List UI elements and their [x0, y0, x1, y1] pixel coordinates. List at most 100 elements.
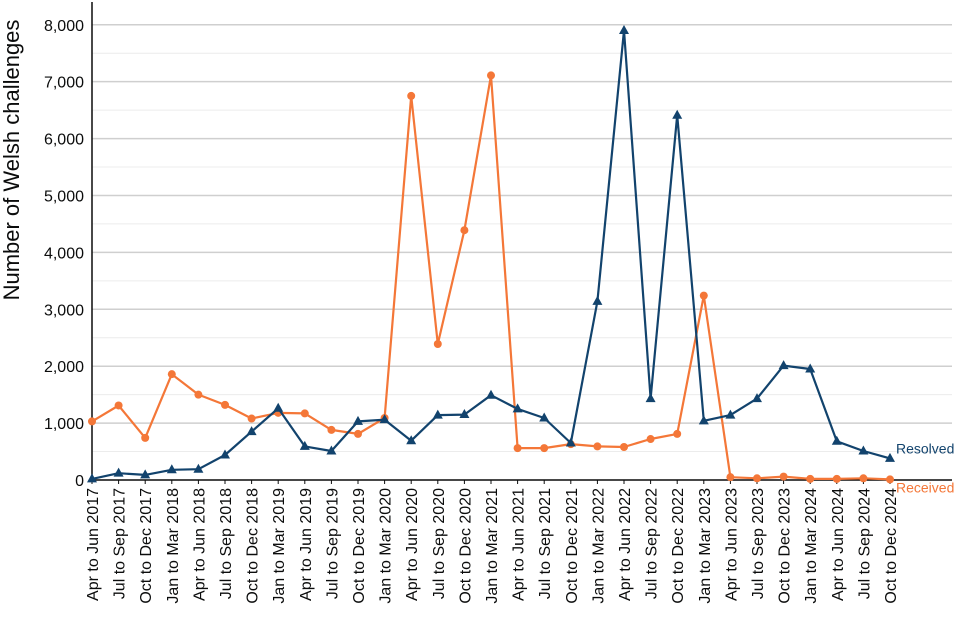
data-point-resolved — [512, 403, 523, 413]
gridlines — [92, 24, 952, 453]
data-point-resolved — [805, 363, 816, 373]
x-tick-label: Jul to Sep 2024 — [856, 488, 873, 599]
x-tick-label: Jul to Sep 2023 — [750, 488, 767, 599]
data-point-resolved — [113, 467, 124, 477]
x-tick-label: Jan to Mar 2024 — [803, 488, 820, 604]
data-point-received — [806, 474, 815, 483]
y-tick-label: 8,000 — [44, 18, 84, 35]
series-received — [88, 71, 894, 484]
data-point-received — [407, 91, 416, 100]
data-point-resolved — [539, 412, 550, 422]
data-point-received — [779, 472, 788, 481]
data-point-resolved — [565, 437, 576, 447]
data-point-resolved — [379, 414, 390, 424]
x-tick-label: Jan to Mar 2020 — [378, 488, 395, 604]
series-line-resolved — [91, 29, 891, 480]
data-point-received — [832, 474, 841, 483]
y-tick-label: 2,000 — [44, 359, 84, 376]
data-point-received — [114, 401, 123, 410]
data-point-resolved — [486, 389, 496, 399]
series-resolved — [87, 24, 895, 483]
x-tick-label: Apr to Jun 2019 — [298, 488, 315, 601]
x-tick-label: Oct to Dec 2018 — [245, 488, 262, 604]
x-tick-label: Apr to Jun 2024 — [830, 488, 847, 601]
data-point-received — [593, 442, 602, 451]
series-labels: Received Resolved — [896, 440, 954, 495]
x-tick-label: Jan to Mar 2021 — [484, 488, 501, 604]
series-label-resolved: Resolved — [896, 440, 954, 456]
data-point-resolved — [885, 452, 895, 462]
data-point-resolved — [299, 440, 310, 450]
x-tick-label: Oct to Dec 2022 — [670, 488, 687, 604]
x-tick-label: Apr to Jun 2017 — [85, 488, 102, 601]
x-tick-label: Oct to Dec 2023 — [777, 488, 794, 604]
y-tick-label: 0 — [75, 473, 84, 490]
x-tick-label: Apr to Jun 2018 — [191, 488, 208, 601]
data-point-resolved — [725, 409, 736, 419]
data-point-received — [886, 475, 894, 484]
series — [87, 24, 895, 484]
data-point-resolved — [87, 473, 97, 483]
data-point-received — [300, 409, 309, 418]
data-point-received — [726, 473, 735, 482]
y-tick-label: 3,000 — [44, 302, 84, 319]
x-tick-label: Jan to Mar 2019 — [271, 488, 288, 604]
y-tick-label: 1,000 — [44, 416, 84, 433]
y-tick-labels: 0 1,000 2,000 3,000 4,000 5,000 6,000 7,000 8,00… — [44, 18, 84, 490]
x-tick-label: Jul to Sep 2020 — [431, 488, 448, 599]
x-tick-label: Jan to Mar 2023 — [697, 488, 714, 604]
x-tick-label: Apr to Jun 2021 — [511, 488, 528, 601]
data-point-resolved — [140, 469, 151, 479]
data-point-received — [753, 474, 761, 483]
x-tick-label: Jul to Sep 2021 — [537, 488, 554, 599]
data-point-resolved — [592, 295, 603, 305]
y-tick-label: 5,000 — [44, 188, 84, 205]
data-point-received — [327, 425, 336, 434]
data-point-received — [141, 433, 150, 442]
data-point-received — [487, 71, 495, 80]
x-tick-label: Jan to Mar 2018 — [165, 488, 182, 604]
axes — [91, 2, 952, 481]
data-point-received — [194, 390, 203, 399]
data-point-received — [699, 291, 708, 300]
x-tick-label: Oct to Dec 2024 — [883, 488, 900, 604]
x-tick-label: Oct to Dec 2021 — [564, 488, 581, 604]
y-tick-label: 6,000 — [44, 132, 84, 149]
x-tick-label: Apr to Jun 2022 — [617, 488, 634, 601]
data-point-resolved — [645, 393, 656, 403]
data-point-received — [540, 444, 549, 453]
x-tick-label: Oct to Dec 2017 — [138, 488, 155, 604]
x-tick-label: Apr to Jun 2023 — [723, 488, 740, 601]
data-point-received — [247, 414, 256, 423]
data-point-resolved — [193, 463, 204, 473]
data-point-received — [646, 435, 655, 444]
data-point-received — [460, 226, 469, 235]
data-point-resolved — [166, 464, 177, 474]
data-point-resolved — [752, 393, 762, 403]
series-label-received: Received — [896, 479, 954, 495]
x-tick-label: Jul to Sep 2017 — [112, 488, 129, 599]
data-point-resolved — [246, 426, 257, 436]
x-tick-label: Jul to Sep 2022 — [644, 488, 661, 599]
data-point-resolved — [619, 24, 629, 34]
y-tick-label: 7,000 — [44, 75, 84, 92]
series-line-received — [91, 74, 891, 481]
data-point-resolved — [220, 449, 230, 459]
data-point-resolved — [672, 109, 683, 119]
data-point-received — [167, 370, 176, 379]
data-point-resolved — [432, 409, 443, 419]
data-point-resolved — [858, 445, 869, 455]
data-point-resolved — [326, 445, 337, 455]
data-point-received — [221, 400, 229, 409]
data-point-received — [673, 429, 682, 438]
data-point-received — [620, 442, 628, 451]
data-point-resolved — [273, 402, 284, 412]
data-point-received — [859, 474, 868, 483]
y-tick-label: 4,000 — [44, 245, 84, 262]
x-tick-label: Jul to Sep 2018 — [218, 488, 235, 599]
data-point-resolved — [406, 435, 417, 445]
x-tick-label: Apr to Jun 2020 — [404, 488, 421, 601]
data-point-resolved — [459, 409, 470, 419]
data-point-resolved — [353, 415, 363, 425]
y-axis-title: Number of Welsh challenges — [0, 20, 24, 301]
